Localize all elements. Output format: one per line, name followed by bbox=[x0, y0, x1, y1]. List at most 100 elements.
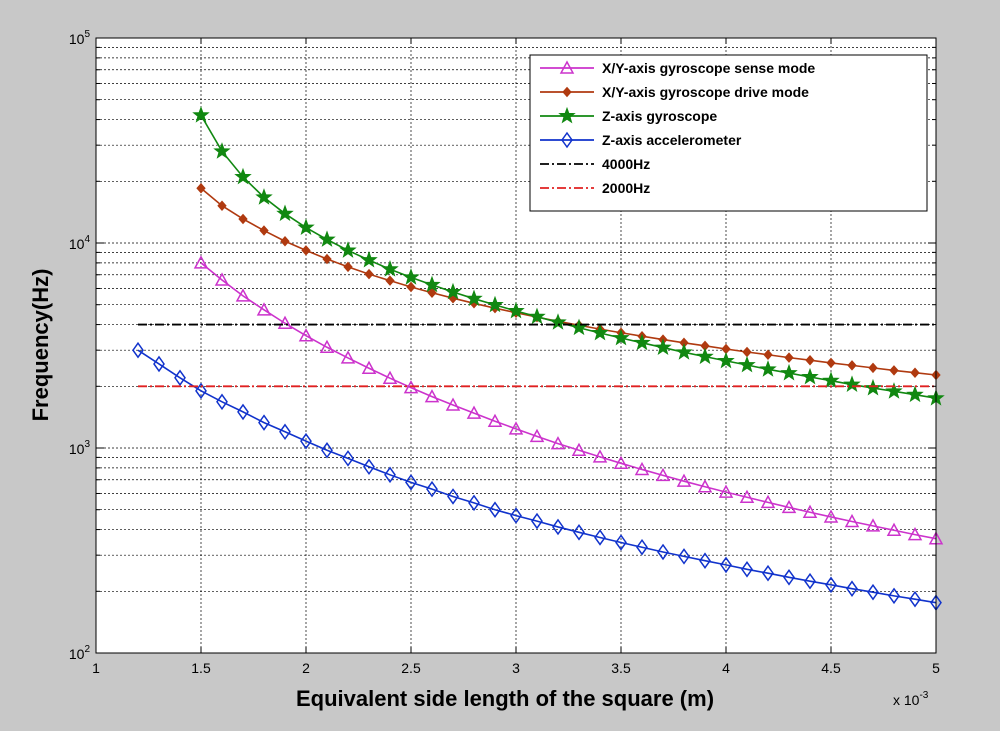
data-point bbox=[612, 328, 630, 346]
data-point bbox=[573, 523, 585, 541]
x-tick-label: 5 bbox=[932, 660, 940, 676]
data-point bbox=[487, 413, 503, 428]
data-point bbox=[444, 282, 462, 300]
data-point bbox=[235, 288, 251, 302]
series-line bbox=[137, 349, 937, 604]
data-point bbox=[424, 389, 440, 403]
data-point bbox=[297, 218, 315, 235]
data-point bbox=[237, 403, 249, 421]
data-point bbox=[741, 561, 753, 578]
data-point bbox=[846, 580, 858, 597]
data-point bbox=[826, 357, 836, 369]
data-point bbox=[132, 341, 144, 359]
data-point bbox=[216, 393, 228, 411]
data-point bbox=[195, 382, 207, 400]
data-point bbox=[594, 529, 606, 546]
data-point bbox=[256, 302, 272, 316]
data-point bbox=[445, 397, 461, 411]
data-point bbox=[762, 564, 774, 582]
data-point bbox=[405, 474, 417, 491]
data-point bbox=[633, 333, 651, 351]
legend-marker bbox=[562, 86, 572, 98]
data-point bbox=[468, 494, 480, 512]
data-point bbox=[825, 576, 837, 594]
data-point bbox=[427, 287, 437, 298]
data-point bbox=[322, 253, 332, 265]
data-point bbox=[426, 480, 438, 498]
x-tick-label: 1.5 bbox=[191, 660, 211, 676]
data-point bbox=[529, 428, 545, 443]
x-tick-label: 4 bbox=[722, 660, 730, 676]
data-point bbox=[214, 272, 230, 286]
data-point bbox=[696, 347, 714, 365]
data-point bbox=[907, 527, 923, 541]
data-point bbox=[550, 436, 566, 450]
data-point bbox=[402, 268, 420, 285]
data-point bbox=[259, 225, 269, 236]
y-axis-label: Frequency(Hz) bbox=[28, 269, 53, 422]
data-point bbox=[844, 513, 860, 528]
data-point bbox=[865, 518, 881, 532]
data-point bbox=[193, 255, 209, 269]
data-point bbox=[886, 522, 902, 536]
data-point bbox=[910, 367, 920, 378]
legend-label: 2000Hz bbox=[602, 180, 650, 196]
data-point bbox=[615, 534, 627, 551]
y-tick-label: 102 bbox=[69, 644, 91, 662]
data-point bbox=[780, 363, 798, 381]
legend-label: 4000Hz bbox=[602, 156, 650, 172]
data-point bbox=[739, 489, 755, 504]
data-point bbox=[381, 260, 399, 277]
data-point bbox=[258, 414, 270, 431]
data-point bbox=[843, 375, 861, 392]
data-point bbox=[801, 367, 819, 385]
data-point bbox=[510, 507, 522, 524]
data-point bbox=[676, 473, 692, 487]
data-point bbox=[382, 370, 398, 384]
data-point bbox=[805, 354, 815, 366]
data-point bbox=[234, 167, 252, 185]
data-point bbox=[823, 509, 839, 523]
data-point bbox=[634, 461, 650, 476]
data-point bbox=[489, 501, 501, 519]
data-point bbox=[255, 188, 273, 205]
data-point bbox=[279, 423, 291, 441]
data-point bbox=[196, 182, 206, 194]
data-point bbox=[678, 548, 690, 565]
y-tick-label: 104 bbox=[69, 234, 91, 252]
data-point bbox=[784, 352, 794, 363]
data-point bbox=[318, 230, 336, 247]
data-point bbox=[343, 261, 353, 273]
data-point bbox=[507, 301, 525, 319]
legend-label: X/Y-axis gyroscope drive mode bbox=[602, 84, 809, 100]
legend: X/Y-axis gyroscope sense mode X/Y-axis gy… bbox=[529, 54, 928, 212]
data-point bbox=[822, 371, 840, 389]
legend-marker bbox=[561, 131, 573, 149]
x-multiplier-label: x 10-3 bbox=[893, 690, 929, 708]
data-point bbox=[385, 275, 395, 286]
data-point bbox=[361, 360, 377, 374]
data-point bbox=[867, 583, 879, 601]
data-point bbox=[675, 343, 693, 360]
data-point bbox=[423, 275, 441, 293]
x-tick-label: 1 bbox=[92, 660, 100, 676]
data-point bbox=[847, 360, 857, 371]
data-point bbox=[174, 369, 186, 387]
data-point bbox=[486, 295, 504, 313]
data-point bbox=[717, 351, 735, 369]
data-point bbox=[636, 538, 648, 556]
data-point bbox=[277, 315, 293, 330]
data-point bbox=[804, 572, 816, 590]
data-point bbox=[364, 268, 374, 280]
data-point bbox=[406, 281, 416, 293]
data-point bbox=[909, 590, 921, 608]
data-point bbox=[217, 200, 227, 211]
data-point bbox=[802, 504, 818, 518]
data-point bbox=[339, 241, 357, 258]
data-point bbox=[384, 466, 396, 484]
data-point bbox=[592, 449, 608, 463]
data-point bbox=[720, 556, 732, 574]
y-tick-label: 105 bbox=[69, 29, 91, 47]
legend-box bbox=[529, 54, 928, 212]
